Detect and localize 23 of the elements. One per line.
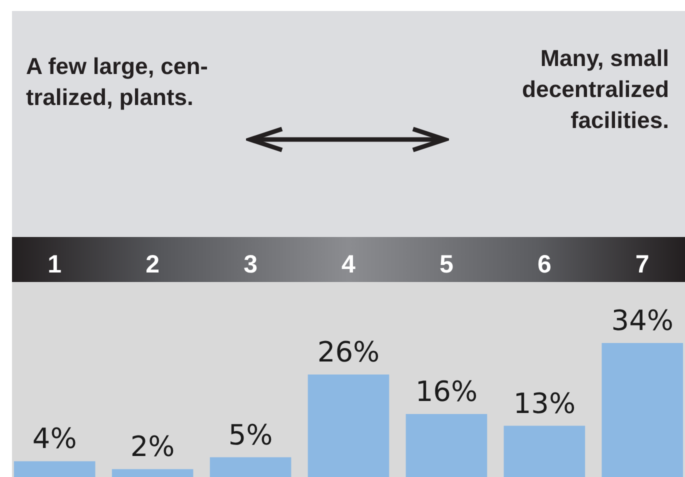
data-label: 2% [130, 430, 175, 464]
x-tick-label: 2 [146, 250, 160, 278]
data-label: 34% [611, 304, 674, 337]
bar [210, 457, 292, 477]
data-label: 26% [317, 336, 380, 369]
bar [406, 414, 488, 477]
bar [602, 343, 684, 477]
bar [112, 469, 194, 477]
bar [14, 461, 96, 477]
x-tick-label: 7 [635, 250, 650, 278]
x-tick-label: 3 [244, 250, 258, 278]
x-tick-label: 5 [440, 250, 454, 278]
data-label: 16% [415, 374, 478, 408]
data-label: 13% [513, 386, 576, 420]
x-tick-label: 1 [48, 250, 62, 278]
bar [308, 374, 390, 477]
bar [504, 426, 586, 477]
data-label: 5% [228, 418, 273, 452]
text: A few large, cen- tralized, plants. [26, 53, 208, 110]
x-tick-label: 4 [342, 250, 356, 278]
text: Many, small decentralized facilities. [522, 45, 669, 133]
data-label: 4% [32, 422, 77, 456]
x-tick-label: 6 [537, 250, 552, 278]
